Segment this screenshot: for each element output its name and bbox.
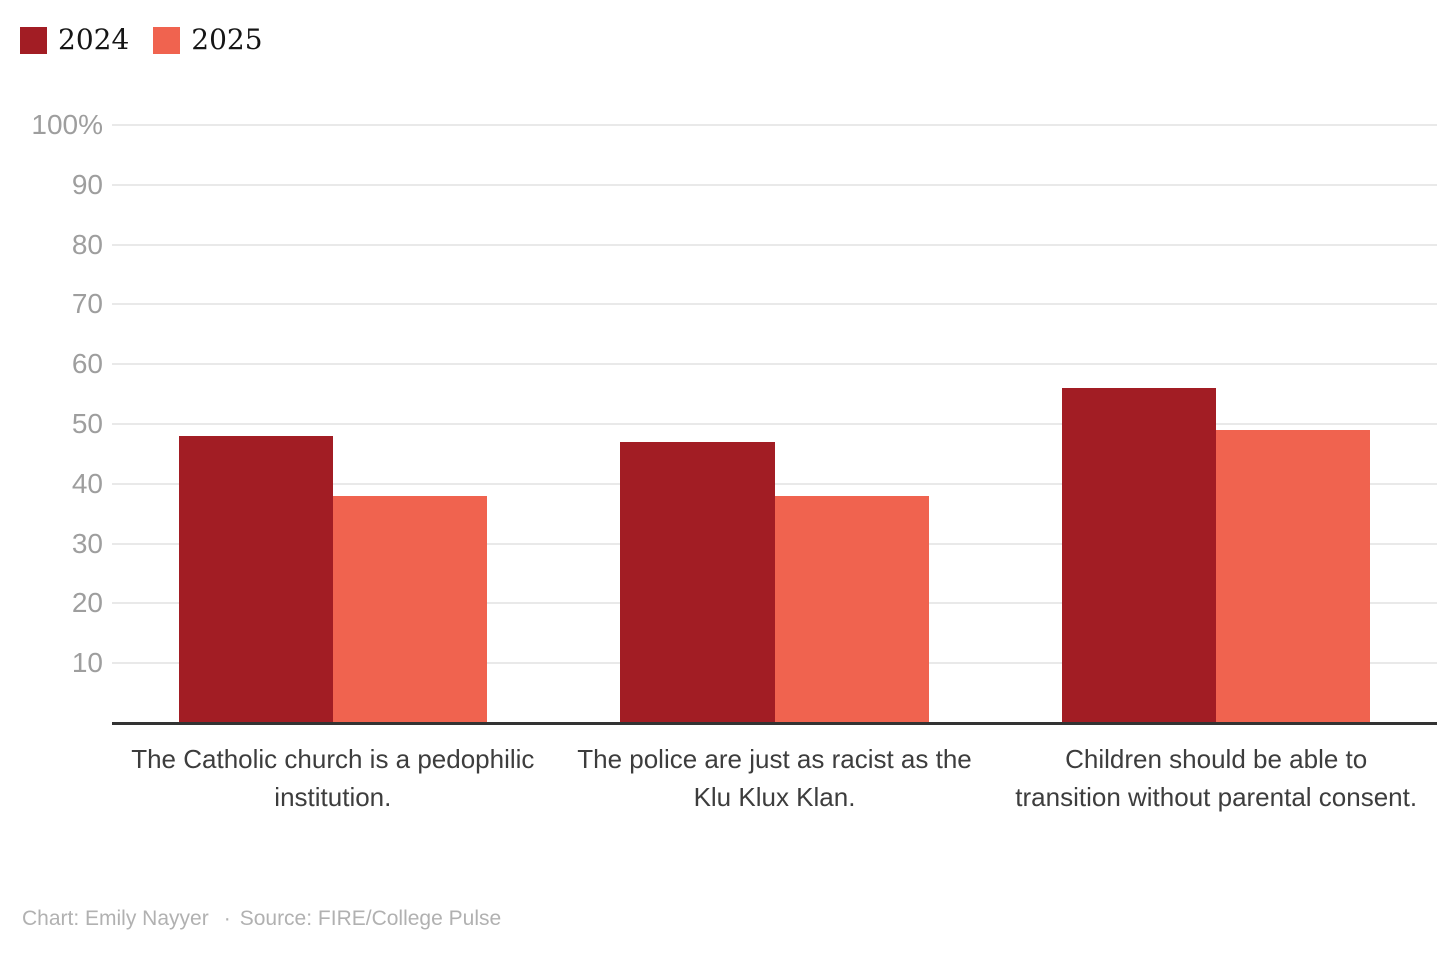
bar-group-2	[554, 125, 996, 723]
y-tick-label-30: 30	[71, 527, 103, 559]
y-tick-label-40: 40	[71, 467, 103, 499]
plot-area	[112, 125, 1437, 723]
bar-2024	[1062, 388, 1217, 723]
y-tick-label-60: 60	[71, 348, 103, 380]
bar-2025	[774, 495, 929, 723]
bar-2024	[620, 441, 775, 723]
gridline-40	[112, 482, 1437, 485]
bar-group-1	[112, 125, 554, 723]
x-axis-labels: The Catholic church is a pedophilic inst…	[112, 740, 1437, 816]
bar-2025	[332, 495, 487, 723]
bar-group-3	[995, 125, 1437, 723]
gridline-60	[112, 363, 1437, 366]
footer-separator: ·	[223, 907, 231, 930]
x-axis-line	[112, 722, 1437, 725]
y-tick-label-50: 50	[71, 408, 103, 439]
y-tick-label-90: 90	[71, 168, 103, 200]
y-tick-label-10: 10	[71, 647, 103, 679]
footer-source: Source: FIRE/College Pulse	[239, 907, 502, 930]
y-tick-label-20: 20	[71, 587, 103, 619]
gridline-80	[112, 243, 1437, 246]
y-tick-label-70: 70	[71, 288, 103, 320]
legend-label: 2025	[191, 23, 263, 56]
legend-swatch-2024	[20, 26, 47, 54]
category-label-3: Children should be able to transition wi…	[1015, 744, 1418, 812]
category-label-2: The police are just as racist as the Klu…	[577, 744, 972, 812]
category-label-1: The Catholic church is a pedophilic inst…	[131, 744, 535, 812]
bar-2024	[178, 435, 333, 723]
gridline-90	[112, 183, 1437, 186]
y-tick-label-100: 100%	[31, 109, 103, 140]
legend: 2024 2025	[20, 26, 263, 54]
legend-label: 2024	[58, 23, 130, 56]
legend-item-2024: 2024	[20, 26, 129, 54]
legend-swatch-2025	[153, 26, 181, 54]
gridline-50	[112, 423, 1437, 425]
gridline-100	[112, 124, 1437, 126]
footer-chart-credit: Chart: Emily Nayyer	[22, 907, 209, 930]
footer-credit: Chart: Emily Nayyer · Source: FIRE/Colle…	[22, 907, 501, 931]
y-tick-label-80: 80	[71, 228, 103, 260]
gridline-70	[112, 303, 1437, 306]
bar-2025	[1216, 429, 1371, 723]
legend-item-2025: 2025	[153, 23, 263, 56]
